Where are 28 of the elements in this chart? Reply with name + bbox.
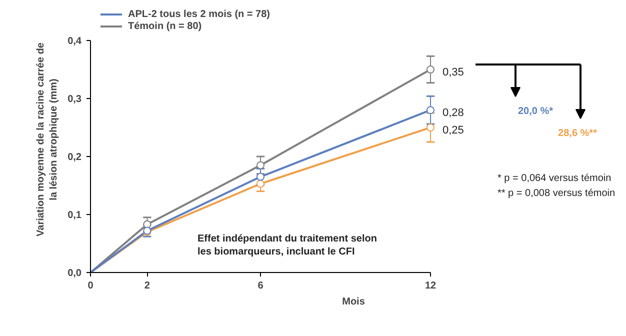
point (143, 220, 152, 228)
y-tick-label: 0,3 (68, 94, 82, 105)
legend-label: Témoin (n = 80) (128, 20, 202, 32)
point (256, 180, 264, 188)
x-tick-label: 12 (424, 280, 436, 292)
text: ** p = 0,008 versus témoin (498, 188, 616, 199)
legend-label: APL-2 tous les 2 mois (n = 78) (128, 8, 270, 20)
data-label: 0,28 (442, 107, 464, 120)
text: * p = 0,064 versus témoin (498, 173, 612, 184)
x-tick-label: 0 (88, 280, 94, 292)
y-tick-label: 0,0 (68, 268, 82, 279)
annotation: Effet indépendant du traitement selon les biomarqueurs, incluant le CFI (198, 233, 377, 258)
data-label: 0,35 (442, 66, 464, 78)
text: 20,0 %* (518, 106, 554, 117)
y-axis-title: Variation moyenne de la racine carrée de la lésion atrophique (mm) (35, 42, 60, 236)
x-axis-title: Mois (342, 296, 366, 308)
point (426, 124, 434, 132)
text: 28,6 %** (558, 128, 598, 139)
point (256, 172, 264, 181)
x-tick-label: 6 (258, 280, 264, 292)
y-tick-label: 0,2 (68, 152, 82, 163)
point (426, 106, 434, 114)
point (256, 161, 264, 170)
y-tick-label: 0,4 (68, 36, 82, 47)
x-tick-label: 2 (144, 280, 150, 292)
point (426, 66, 434, 74)
y-tick-label: 0,1 (68, 210, 82, 221)
data-label: 0,25 (442, 124, 464, 136)
